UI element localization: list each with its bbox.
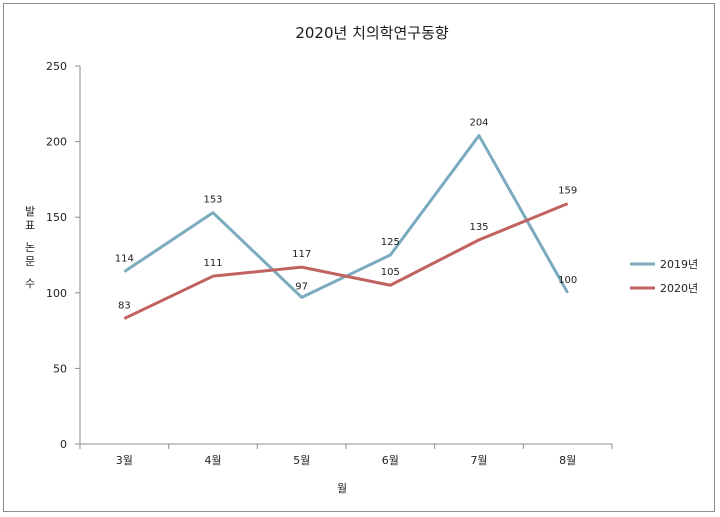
legend: 2019년 2020년 — [630, 258, 698, 295]
data-label: 159 — [558, 186, 577, 197]
y-tick-label: 50 — [53, 362, 67, 375]
data-label: 105 — [381, 267, 400, 278]
chart-title: 2020년 치의학연구동향 — [295, 24, 449, 42]
y-axis-title-char: 발 — [25, 205, 35, 218]
data-label: 204 — [469, 118, 488, 129]
data-label: 125 — [381, 237, 400, 248]
data-label: 117 — [292, 249, 311, 260]
data-labels: 114 153 97 125 204 100 83 111 117 105 135 159 — [115, 118, 577, 312]
y-tick-label: 100 — [46, 287, 67, 300]
data-label: 83 — [118, 301, 131, 312]
series-group — [123, 134, 569, 320]
y-tick-label: 250 — [46, 60, 67, 73]
y-tick-label: 150 — [46, 211, 67, 224]
x-tick-label: 6월 — [382, 454, 399, 467]
x-ticks: 3월 4월 5월 6월 7월 8월 — [79, 444, 613, 467]
legend-label: 2020년 — [660, 282, 698, 295]
y-axis-title-char: 문 — [25, 255, 35, 268]
data-label: 114 — [115, 254, 134, 265]
data-label: 153 — [203, 195, 222, 206]
data-label: 100 — [558, 275, 577, 286]
data-label: 97 — [295, 281, 308, 292]
x-tick-label: 5월 — [293, 454, 310, 467]
y-ticks: 0 50 100 150 200 250 — [46, 60, 80, 451]
x-axis-title: 월 — [337, 482, 347, 495]
y-tick-label: 200 — [46, 136, 67, 149]
x-tick-label: 3월 — [116, 454, 133, 467]
y-tick-label: 0 — [60, 438, 67, 451]
legend-label: 2019년 — [660, 258, 698, 271]
data-label: 111 — [203, 258, 222, 269]
y-axis-title-char: 논 — [25, 241, 35, 254]
y-axis-title-char: 수 — [25, 277, 35, 290]
y-axis-title-char: 표 — [25, 219, 35, 232]
series-line-1 — [123, 134, 569, 299]
x-tick-label: 7월 — [470, 454, 487, 467]
x-tick-label: 8월 — [559, 454, 576, 467]
data-label: 135 — [469, 222, 488, 233]
series-line-2 — [123, 202, 569, 320]
chart-frame — [3, 3, 715, 512]
x-tick-label: 4월 — [204, 454, 221, 467]
